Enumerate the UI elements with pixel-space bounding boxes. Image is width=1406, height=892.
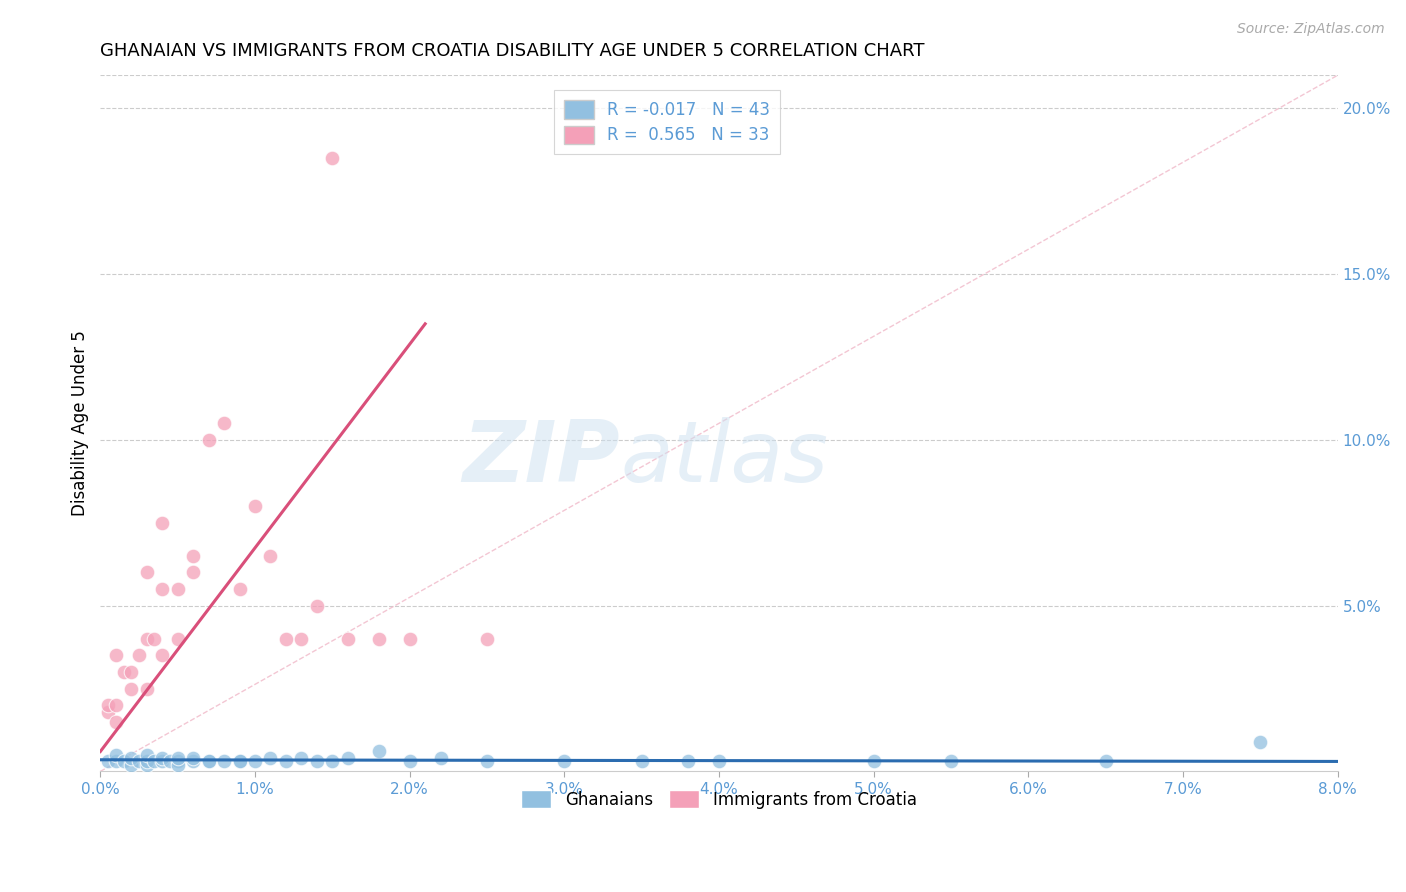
Point: [181, 751, 204, 765]
Point: [1249, 734, 1271, 748]
Point: [212, 755, 235, 769]
Point: [367, 632, 389, 646]
Point: [135, 757, 157, 772]
Point: [150, 751, 173, 765]
Point: [630, 755, 652, 769]
Point: [150, 755, 173, 769]
Point: [159, 755, 181, 769]
Point: [166, 582, 188, 596]
Point: [259, 751, 281, 765]
Point: [128, 755, 150, 769]
Point: [553, 755, 575, 769]
Point: [150, 516, 173, 530]
Legend: Ghanaians, Immigrants from Croatia: Ghanaians, Immigrants from Croatia: [515, 783, 924, 815]
Point: [104, 747, 127, 762]
Point: [150, 582, 173, 596]
Point: [274, 632, 297, 646]
Point: [475, 632, 498, 646]
Point: [212, 417, 235, 431]
Point: [97, 698, 120, 712]
Point: [228, 755, 250, 769]
Text: atlas: atlas: [620, 417, 828, 500]
Point: [112, 755, 135, 769]
Point: [143, 755, 166, 769]
Point: [398, 755, 420, 769]
Point: [305, 599, 328, 613]
Point: [120, 751, 142, 765]
Point: [197, 433, 219, 447]
Point: [243, 499, 266, 513]
Point: [120, 757, 142, 772]
Point: [135, 681, 157, 696]
Point: [475, 755, 498, 769]
Point: [336, 632, 359, 646]
Point: [336, 751, 359, 765]
Point: [166, 751, 188, 765]
Text: GHANAIAN VS IMMIGRANTS FROM CROATIA DISABILITY AGE UNDER 5 CORRELATION CHART: GHANAIAN VS IMMIGRANTS FROM CROATIA DISA…: [100, 42, 925, 60]
Point: [104, 755, 127, 769]
Point: [305, 755, 328, 769]
Point: [707, 755, 730, 769]
Point: [321, 151, 343, 165]
Text: ZIP: ZIP: [463, 417, 620, 500]
Point: [290, 632, 312, 646]
Point: [181, 755, 204, 769]
Point: [135, 632, 157, 646]
Point: [97, 705, 120, 719]
Point: [97, 755, 120, 769]
Point: [104, 648, 127, 663]
Text: Source: ZipAtlas.com: Source: ZipAtlas.com: [1237, 22, 1385, 37]
Point: [104, 698, 127, 712]
Point: [150, 648, 173, 663]
Point: [104, 714, 127, 729]
Point: [243, 755, 266, 769]
Point: [862, 755, 884, 769]
Point: [135, 566, 157, 580]
Point: [135, 747, 157, 762]
Point: [197, 755, 219, 769]
Point: [120, 681, 142, 696]
Point: [939, 755, 962, 769]
Point: [166, 755, 188, 769]
Point: [228, 755, 250, 769]
Point: [429, 751, 451, 765]
Point: [181, 566, 204, 580]
Point: [259, 549, 281, 563]
Point: [181, 549, 204, 563]
Point: [143, 632, 166, 646]
Point: [290, 751, 312, 765]
Point: [367, 744, 389, 758]
Point: [274, 755, 297, 769]
Point: [112, 665, 135, 679]
Point: [135, 755, 157, 769]
Point: [166, 757, 188, 772]
Point: [1094, 755, 1116, 769]
Point: [166, 632, 188, 646]
Point: [197, 755, 219, 769]
Point: [128, 648, 150, 663]
Y-axis label: Disability Age Under 5: Disability Age Under 5: [72, 330, 89, 516]
Point: [398, 632, 420, 646]
Point: [228, 582, 250, 596]
Point: [321, 755, 343, 769]
Point: [676, 755, 699, 769]
Point: [120, 665, 142, 679]
